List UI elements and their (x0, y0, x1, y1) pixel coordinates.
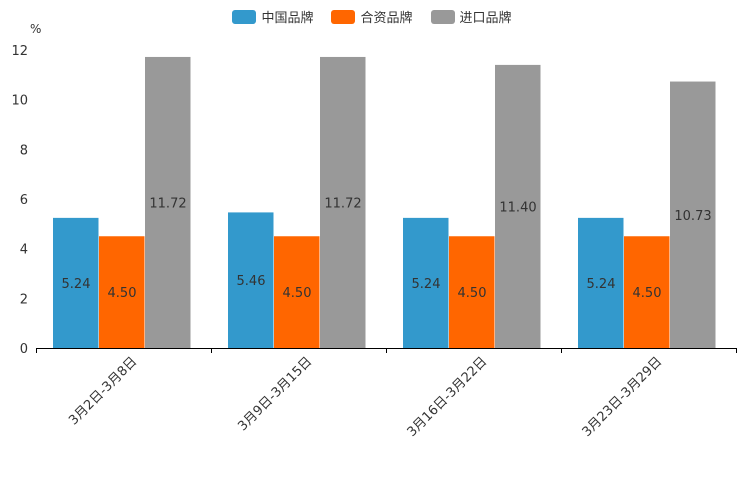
data-label: 10.73 (674, 209, 711, 224)
data-label: 5.24 (412, 277, 441, 292)
legend-label-china-brand: 中国品牌 (261, 11, 314, 26)
legend: 中国品牌 合资品牌 进口品牌 (0, 7, 744, 26)
x-tick-label: 3月23日-3月29日 (580, 354, 666, 440)
bar (624, 236, 670, 348)
legend-item-china-brand[interactable]: 中国品牌 (232, 7, 313, 26)
y-tick-label: 2 (20, 292, 28, 307)
bar (145, 56, 191, 348)
bar (99, 236, 145, 348)
bar (53, 217, 99, 348)
y-tick-label: 10 (11, 94, 28, 109)
data-label: 4.50 (283, 286, 312, 301)
legend-swatch-joint-venture-brand (331, 9, 356, 24)
data-label: 11.40 (499, 200, 536, 215)
data-label: 4.50 (458, 286, 487, 301)
y-tick-label: 4 (20, 243, 28, 258)
bar (495, 64, 541, 349)
legend-item-imported-brand[interactable]: 进口品牌 (430, 7, 512, 26)
data-label: 5.24 (587, 277, 616, 292)
legend-swatch-imported-brand (430, 9, 455, 24)
legend-label-imported-brand: 进口品牌 (459, 11, 512, 26)
data-label: 11.72 (149, 196, 186, 211)
y-tick-label: 0 (20, 342, 28, 357)
y-tick-label: 6 (20, 193, 28, 208)
data-label: 4.50 (633, 286, 662, 301)
bar (578, 217, 624, 348)
data-label: 4.50 (108, 286, 137, 301)
x-tick-label: 3月16日-3月22日 (405, 354, 491, 440)
bar (670, 81, 716, 348)
bar (449, 236, 495, 348)
bar (228, 212, 274, 348)
bar (320, 56, 366, 348)
x-tick-label: 3月2日-3月8日 (66, 354, 140, 428)
y-axis-unit: % (30, 22, 42, 36)
legend-label-joint-venture-brand: 合资品牌 (360, 11, 413, 26)
x-tick-label: 3月9日-3月15日 (235, 354, 315, 434)
bar (274, 236, 320, 348)
data-label: 5.46 (237, 274, 266, 289)
y-tick-label: 8 (20, 143, 28, 158)
data-label: 5.24 (62, 277, 91, 292)
legend-swatch-china-brand (232, 9, 257, 24)
bar (403, 217, 449, 348)
y-tick-label: 12 (11, 44, 28, 59)
data-label: 11.72 (324, 196, 361, 211)
legend-item-joint-venture-brand[interactable]: 合资品牌 (331, 7, 413, 26)
